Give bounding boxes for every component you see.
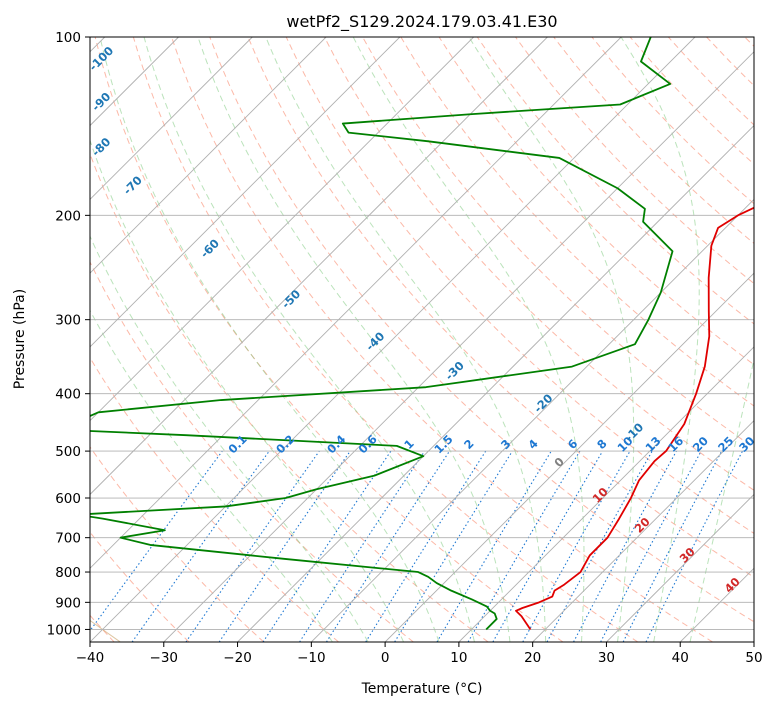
moist-adiabat-line bbox=[197, 37, 511, 642]
dry-adiabat-line bbox=[438, 37, 754, 366]
moist-adiabat-line bbox=[99, 37, 440, 642]
temperature-line bbox=[515, 206, 754, 630]
y-tick-label: 800 bbox=[55, 565, 81, 581]
mixing-ratio-line bbox=[573, 450, 677, 642]
isotherm-line bbox=[237, 124, 754, 642]
isotherm-line bbox=[311, 198, 754, 642]
mixing-ratio-line bbox=[262, 450, 392, 642]
y-tick-label: 500 bbox=[55, 444, 81, 460]
isotherm-line bbox=[163, 51, 754, 642]
moist-adiabat-line bbox=[90, 138, 405, 642]
x-tick-label: 40 bbox=[672, 650, 689, 666]
x-axis: −40 −30 −20 −10 0 10 20 30 40 50 bbox=[76, 642, 763, 666]
dry-adiabat-line bbox=[90, 356, 339, 642]
isotherm-line bbox=[90, 37, 253, 200]
isotherm-line bbox=[90, 37, 548, 496]
mixing-ratio-line bbox=[394, 450, 513, 642]
mixing-ratio-line bbox=[325, 450, 450, 642]
isotherm-line bbox=[458, 346, 754, 642]
dry-adiabat-line bbox=[515, 37, 754, 285]
x-tick-label: −40 bbox=[76, 650, 105, 666]
isotherm-line bbox=[90, 37, 327, 274]
isotherm-line bbox=[90, 37, 401, 348]
mixing-ratio-line bbox=[185, 450, 320, 642]
y-tick-label: 600 bbox=[55, 491, 81, 507]
mixing-ratio-line bbox=[522, 450, 631, 642]
x-axis-label: Temperature (°C) bbox=[361, 681, 483, 697]
isotherm-line bbox=[90, 37, 622, 569]
mixing-ratio-line bbox=[546, 450, 653, 642]
isotherm-line bbox=[90, 37, 696, 642]
x-tick-label: −20 bbox=[223, 650, 252, 666]
dry-adiabat-line bbox=[209, 37, 754, 623]
mixing-ratio-line bbox=[90, 450, 223, 632]
x-tick-label: 0 bbox=[381, 650, 390, 666]
dry-adiabat-line bbox=[132, 37, 639, 642]
x-tick-label: −10 bbox=[297, 650, 326, 666]
dry-adiabat-line bbox=[90, 260, 414, 642]
chart-title: wetPf2_S129.2024.179.03.41.E30 bbox=[286, 12, 557, 32]
y-tick-label: 900 bbox=[55, 595, 81, 611]
y-axis-label: Pressure (hPa) bbox=[12, 289, 28, 389]
x-tick-label: 20 bbox=[524, 650, 541, 666]
dry-adiabat-line bbox=[247, 37, 754, 578]
isotherm-line bbox=[90, 37, 474, 422]
mixing-ratio-line bbox=[131, 450, 270, 642]
x-tick-label: 10 bbox=[450, 650, 467, 666]
dry-adiabats bbox=[90, 37, 754, 642]
y-axis: 100 200 300 400 500 600 700 800 900 1000 bbox=[47, 30, 90, 638]
y-tick-label: 300 bbox=[55, 313, 81, 329]
moist-adiabat-line bbox=[352, 37, 585, 642]
mixing-ratio-line bbox=[218, 450, 351, 642]
moist-adiabat-line bbox=[90, 235, 369, 642]
moist-adiabat-line bbox=[689, 356, 754, 642]
dry-adiabat-line bbox=[323, 37, 754, 491]
x-tick-label: 50 bbox=[745, 650, 762, 666]
grid-lines bbox=[90, 37, 754, 642]
isotherm-line bbox=[532, 420, 754, 642]
isotherm-line bbox=[384, 272, 754, 642]
dry-adiabat-line bbox=[171, 37, 713, 642]
sounding-series bbox=[90, 37, 754, 631]
x-tick-label: −30 bbox=[150, 650, 179, 666]
moist-adiabat-line bbox=[90, 309, 333, 642]
y-tick-label: 200 bbox=[55, 208, 81, 224]
mixing-ratio-line bbox=[299, 450, 426, 642]
dry-adiabat-line bbox=[476, 37, 754, 325]
y-tick-label: 100 bbox=[55, 30, 81, 46]
x-tick-label: 30 bbox=[598, 650, 615, 666]
mixing-ratio-line bbox=[645, 450, 743, 642]
y-tick-label: 700 bbox=[55, 531, 81, 547]
mixing-ratio-lines bbox=[90, 450, 743, 642]
dry-adiabat-line bbox=[285, 37, 754, 534]
moist-adiabat-line bbox=[143, 37, 475, 642]
dry-adiabat-line bbox=[94, 37, 564, 642]
y-tick-label: 1000 bbox=[47, 622, 81, 638]
y-tick-label: 400 bbox=[55, 387, 81, 403]
dewpoint-line bbox=[90, 37, 674, 631]
moist-adiabat-line bbox=[620, 37, 700, 642]
isotherm-line bbox=[606, 493, 754, 642]
plot-frame bbox=[89, 36, 755, 643]
dry-adiabat-line bbox=[90, 446, 265, 642]
